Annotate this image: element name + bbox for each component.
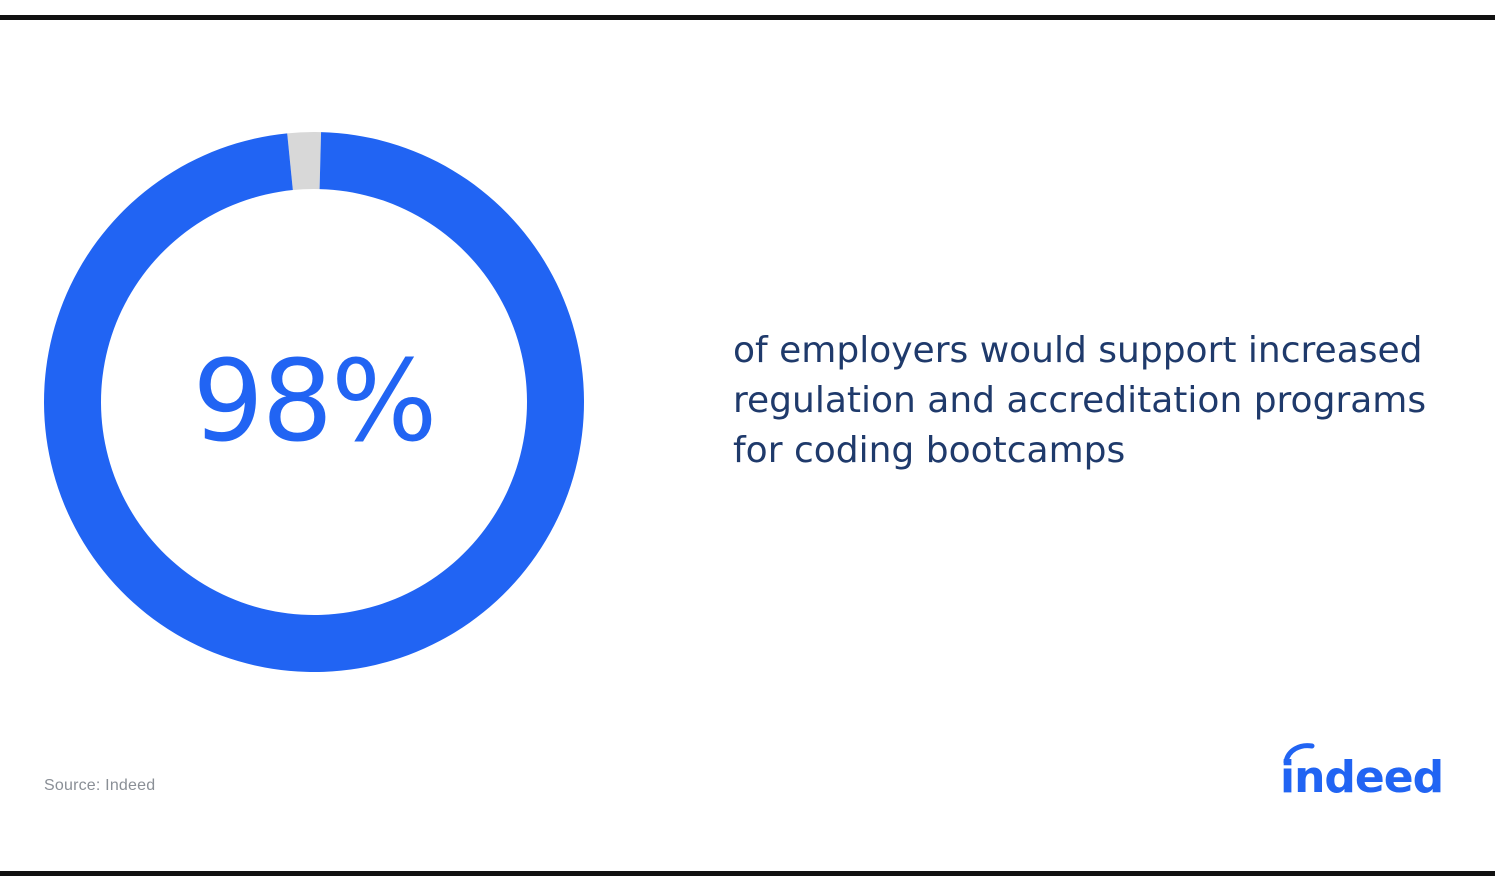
- indeed-logo-mark: indeed: [1280, 743, 1444, 803]
- indeed-logo: indeed: [1276, 740, 1456, 803]
- caption-line-3: for coding bootcamps: [733, 430, 1126, 471]
- donut-chart: 98%: [44, 132, 584, 672]
- caption-line-2: regulation and accreditation programs: [733, 380, 1427, 421]
- caption-line-1: of employers would support increased: [733, 330, 1423, 371]
- chart-caption: of employers would support increased reg…: [733, 326, 1473, 476]
- svg-text:indeed: indeed: [1280, 752, 1443, 803]
- top-rule: [0, 15, 1495, 20]
- center-percentage: 98%: [192, 337, 438, 467]
- donut-chart-svg: [44, 132, 584, 672]
- donut-slice-other: [287, 132, 322, 191]
- bottom-rule: [0, 871, 1495, 876]
- source-note: Source: Indeed: [44, 777, 156, 794]
